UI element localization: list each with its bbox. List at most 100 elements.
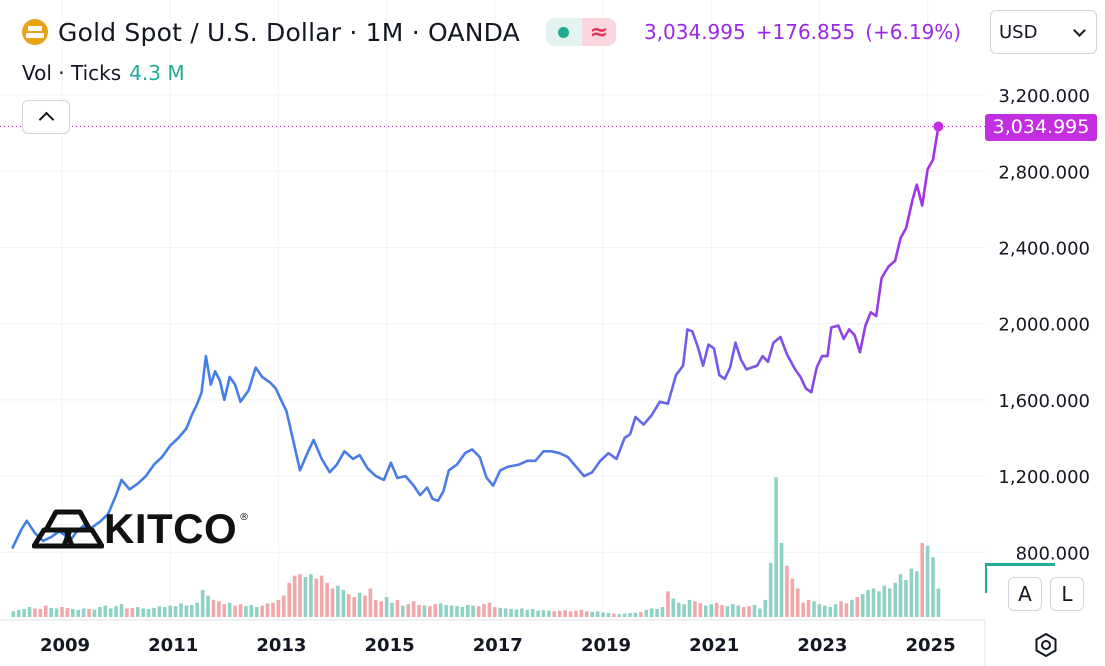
volume-label: Vol · Ticks bbox=[22, 61, 122, 85]
volume-bar bbox=[758, 608, 762, 617]
time-tick-label: 2019 bbox=[581, 635, 631, 656]
volume-bar bbox=[887, 588, 892, 617]
price-tick-label: 2,400.000 bbox=[998, 238, 1090, 259]
log-scale-button[interactable]: L bbox=[1050, 577, 1084, 611]
volume-bar bbox=[574, 610, 578, 617]
volume-bars bbox=[11, 477, 941, 617]
volume-bar bbox=[801, 602, 805, 617]
volume-bar bbox=[514, 609, 519, 617]
last-price-tag: 3,034.995 bbox=[985, 113, 1097, 141]
volume-bar bbox=[384, 597, 389, 617]
volume-bar bbox=[741, 607, 746, 617]
volume-bar bbox=[487, 602, 492, 617]
kitco-wordmark: KITCO bbox=[104, 505, 238, 552]
grid-lines bbox=[0, 0, 985, 620]
volume-bar bbox=[541, 610, 546, 617]
volume-bar bbox=[687, 599, 692, 617]
volume-bar bbox=[162, 607, 167, 617]
volume-bar bbox=[817, 604, 822, 617]
volume-bar bbox=[11, 611, 16, 617]
auto-scale-button[interactable]: A bbox=[1008, 577, 1042, 611]
settings-icon[interactable] bbox=[1032, 631, 1060, 659]
volume-bar bbox=[49, 607, 53, 617]
volume-bar bbox=[363, 595, 367, 617]
price-axis: 800.000 1,200.000 1,600.000 2,000.000 2,400.… bbox=[998, 86, 1090, 564]
volume-bar bbox=[125, 608, 129, 617]
volume-bar bbox=[606, 613, 611, 617]
volume-bar bbox=[422, 605, 427, 617]
price-tick-label: 2,000.000 bbox=[998, 315, 1090, 336]
volume-bar bbox=[806, 599, 811, 617]
volume-bar bbox=[709, 604, 713, 617]
volume-bar bbox=[438, 603, 443, 617]
volume-bar bbox=[871, 588, 876, 617]
volume-bar bbox=[520, 608, 524, 617]
delayed-data-icon[interactable]: ≈ bbox=[581, 18, 616, 46]
volume-bar bbox=[703, 605, 708, 617]
volume-bar bbox=[141, 608, 145, 617]
volume-bar bbox=[92, 609, 97, 617]
volume-bar bbox=[655, 609, 659, 617]
gold-bars-icon bbox=[22, 19, 48, 45]
volume-bar bbox=[108, 608, 113, 617]
volume-bar bbox=[931, 557, 935, 617]
volume-bar bbox=[195, 602, 200, 617]
volume-bar bbox=[271, 602, 275, 617]
time-tick-label: 2025 bbox=[906, 635, 956, 656]
volume-bar bbox=[649, 608, 654, 617]
volume-legend[interactable]: Vol · Ticks 4.3 M bbox=[22, 61, 185, 85]
market-status[interactable]: ≈ bbox=[545, 18, 616, 46]
time-axis: 2009 2011 2013 2015 2017 2019 2021 2023 2025 bbox=[40, 635, 956, 656]
volume-bar bbox=[411, 601, 416, 617]
volume-bar bbox=[395, 599, 400, 617]
volume-bar bbox=[71, 609, 75, 617]
volume-bar bbox=[493, 607, 497, 617]
volume-bar bbox=[898, 574, 903, 617]
time-tick-label: 2011 bbox=[148, 635, 198, 656]
volume-bar bbox=[179, 603, 183, 617]
time-tick-label: 2023 bbox=[797, 635, 847, 656]
volume-bar bbox=[168, 605, 172, 617]
symbol-title[interactable]: Gold Spot / U.S. Dollar · 1M · OANDA bbox=[58, 17, 520, 47]
volume-bar bbox=[725, 606, 730, 617]
price-tick-label: 1,200.000 bbox=[998, 467, 1090, 488]
time-tick-label: 2009 bbox=[40, 635, 90, 656]
volume-bar bbox=[628, 613, 632, 617]
quote-readout: 3,034.995 +176.855 (+6.19%) bbox=[644, 20, 971, 44]
collapse-legend-button[interactable] bbox=[22, 100, 70, 134]
volume-bar bbox=[579, 609, 584, 617]
volume-bar bbox=[530, 609, 535, 617]
volume-bar bbox=[925, 545, 930, 617]
volume-bar bbox=[682, 604, 686, 617]
volume-bar bbox=[747, 606, 751, 617]
volume-bar bbox=[206, 595, 210, 617]
volume-bar bbox=[676, 602, 681, 617]
volume-bar bbox=[341, 589, 346, 617]
volume-bar bbox=[265, 603, 270, 617]
quote-price: 3,034.995 bbox=[643, 20, 746, 44]
volume-bar bbox=[617, 614, 622, 617]
volume-bar bbox=[65, 607, 70, 617]
volume-bar bbox=[217, 601, 221, 617]
volume-bar bbox=[936, 588, 941, 617]
volume-bar bbox=[98, 607, 102, 617]
volume-bar bbox=[336, 585, 340, 617]
volume-bar bbox=[671, 598, 676, 617]
volume-bar bbox=[276, 599, 281, 617]
volume-bar bbox=[920, 542, 924, 617]
volume-bar bbox=[103, 605, 108, 617]
volume-bar bbox=[633, 612, 638, 617]
volume-bar bbox=[568, 611, 573, 617]
kitco-bars-icon bbox=[32, 509, 104, 549]
volume-bar bbox=[119, 604, 124, 617]
volume-bar bbox=[433, 604, 438, 617]
volume-scale-marker-stem bbox=[985, 563, 987, 593]
volume-bar bbox=[190, 605, 194, 617]
volume-bar bbox=[904, 579, 908, 617]
currency-select[interactable]: USD bbox=[990, 10, 1097, 54]
last-price-point[interactable] bbox=[933, 121, 944, 132]
volume-bar bbox=[227, 602, 232, 617]
volume-bar bbox=[330, 588, 335, 617]
volume-bar bbox=[465, 605, 470, 617]
